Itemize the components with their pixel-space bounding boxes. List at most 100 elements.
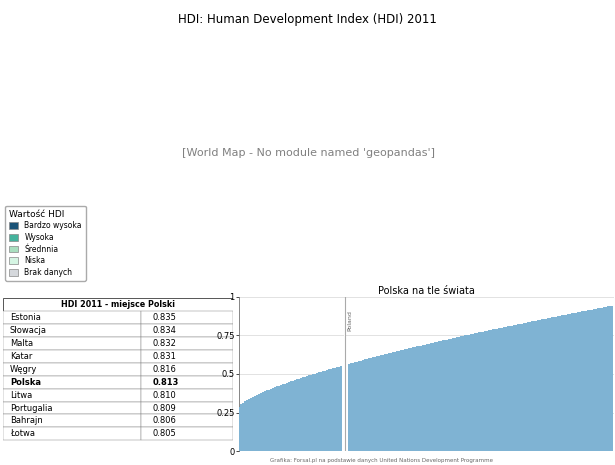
Bar xyxy=(3,414,141,427)
Bar xyxy=(306,376,308,451)
Bar xyxy=(593,309,595,451)
Bar xyxy=(430,343,432,451)
Bar xyxy=(370,358,372,451)
Bar xyxy=(3,389,141,402)
Bar xyxy=(461,336,462,451)
Bar xyxy=(502,327,504,451)
Bar xyxy=(400,350,402,451)
Text: 0.810: 0.810 xyxy=(153,391,176,399)
Text: Estonia: Estonia xyxy=(10,313,41,322)
Text: 0.809: 0.809 xyxy=(153,404,176,412)
Bar xyxy=(418,346,420,451)
Bar xyxy=(494,329,496,451)
Bar xyxy=(493,329,494,451)
Bar xyxy=(574,312,577,451)
Bar xyxy=(454,338,456,451)
Bar xyxy=(310,375,312,451)
Bar xyxy=(450,339,453,451)
Bar xyxy=(566,314,569,451)
Bar xyxy=(464,335,466,451)
Bar xyxy=(316,373,318,451)
Bar xyxy=(3,299,233,311)
Bar xyxy=(336,367,338,451)
Bar xyxy=(388,353,391,451)
Bar xyxy=(607,306,609,451)
Bar xyxy=(3,311,141,324)
Bar xyxy=(510,326,512,451)
Bar xyxy=(408,348,410,451)
Bar xyxy=(437,342,438,451)
Bar xyxy=(384,354,386,451)
Bar xyxy=(423,345,424,451)
Text: 0.834: 0.834 xyxy=(153,326,177,335)
Bar xyxy=(582,311,585,451)
Bar xyxy=(501,328,502,451)
Bar xyxy=(589,310,591,451)
Bar xyxy=(246,400,248,451)
Bar xyxy=(609,306,611,451)
Bar xyxy=(141,389,233,402)
Bar xyxy=(517,325,518,451)
Bar xyxy=(141,350,233,363)
Bar xyxy=(579,312,581,451)
Bar xyxy=(545,319,547,451)
Bar xyxy=(537,320,539,451)
Bar xyxy=(276,386,278,451)
Bar xyxy=(366,359,368,451)
Bar xyxy=(434,342,437,451)
Bar xyxy=(270,389,272,451)
Bar xyxy=(585,311,587,451)
Bar xyxy=(547,318,549,451)
Bar xyxy=(284,384,286,451)
Bar xyxy=(442,340,445,451)
Bar xyxy=(288,382,290,451)
Bar xyxy=(296,379,298,451)
Bar xyxy=(557,316,558,451)
Bar xyxy=(264,391,266,451)
Bar xyxy=(515,325,517,451)
Bar xyxy=(509,326,510,451)
Bar xyxy=(428,344,430,451)
Bar xyxy=(3,363,141,376)
Bar xyxy=(266,391,268,451)
Bar xyxy=(394,352,396,451)
Bar xyxy=(533,321,534,451)
Bar xyxy=(141,402,233,414)
Text: Węgry: Węgry xyxy=(10,365,38,374)
Text: [World Map - No module named 'geopandas']: [World Map - No module named 'geopandas'… xyxy=(182,148,435,159)
Bar xyxy=(3,350,141,363)
Bar xyxy=(344,326,346,451)
Bar xyxy=(534,321,537,451)
Bar xyxy=(412,347,415,451)
Bar xyxy=(581,312,582,451)
Bar xyxy=(399,351,400,451)
Bar xyxy=(507,326,509,451)
Bar xyxy=(420,345,423,451)
Bar xyxy=(488,330,491,451)
Bar xyxy=(416,346,418,451)
Text: 0.816: 0.816 xyxy=(153,365,177,374)
Bar xyxy=(252,397,254,451)
Bar xyxy=(456,337,458,451)
Bar xyxy=(3,427,141,440)
Bar xyxy=(274,387,276,451)
Bar xyxy=(314,374,316,451)
Bar xyxy=(340,366,342,451)
Text: Bahrajn: Bahrajn xyxy=(10,417,42,425)
Bar xyxy=(324,371,326,451)
Bar xyxy=(573,313,574,451)
Bar xyxy=(254,396,256,451)
Bar xyxy=(308,376,310,451)
Bar xyxy=(438,341,440,451)
Bar xyxy=(599,308,601,451)
Bar xyxy=(424,345,426,451)
Bar xyxy=(250,398,252,451)
Bar xyxy=(448,339,450,451)
Bar xyxy=(282,384,284,451)
Bar xyxy=(553,317,555,451)
Bar xyxy=(601,307,603,451)
Text: 0.813: 0.813 xyxy=(153,378,179,387)
Bar xyxy=(368,359,370,451)
Bar xyxy=(561,315,563,451)
Bar xyxy=(141,376,233,389)
